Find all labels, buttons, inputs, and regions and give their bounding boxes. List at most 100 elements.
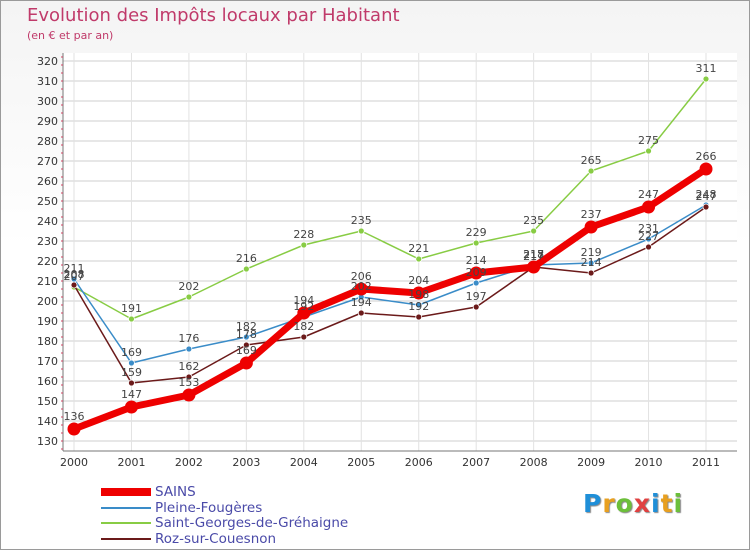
- y-tick-label: 220: [37, 255, 58, 268]
- data-label: 217: [523, 250, 544, 263]
- y-tick-label: 290: [37, 115, 58, 128]
- data-label: 192: [293, 300, 314, 313]
- legend-swatch: [101, 488, 151, 496]
- data-label: 192: [408, 300, 429, 313]
- data-point: [645, 243, 652, 251]
- data-point: [587, 167, 595, 175]
- data-label: 194: [293, 294, 314, 307]
- data-point: [124, 400, 138, 414]
- data-label: 214: [581, 256, 602, 269]
- chart-subtitle: (en € et par an): [27, 29, 114, 42]
- data-point: [415, 301, 423, 309]
- data-label: 221: [408, 242, 429, 255]
- plot-area: [63, 53, 737, 451]
- series-line: [73, 206, 707, 384]
- data-point: [415, 313, 423, 321]
- x-tick-label: 2001: [117, 456, 145, 469]
- series-line: [73, 78, 707, 320]
- data-label: 275: [638, 134, 659, 147]
- data-point: [530, 227, 538, 235]
- legend-swatch: [101, 537, 151, 540]
- x-tick-label: 2010: [635, 456, 663, 469]
- data-point: [415, 255, 423, 263]
- data-label: 231: [638, 222, 659, 235]
- y-tick-label: 200: [37, 295, 58, 308]
- data-point: [242, 341, 250, 349]
- data-label: 216: [236, 252, 257, 265]
- data-point: [242, 265, 250, 273]
- y-tick-label: 170: [37, 355, 58, 368]
- data-point: [645, 147, 652, 155]
- x-tick-label: 2002: [175, 456, 203, 469]
- data-label: 202: [178, 280, 199, 293]
- y-tick-label: 180: [37, 335, 58, 348]
- data-label: 182: [236, 320, 257, 333]
- y-tick-label: 320: [37, 55, 58, 68]
- data-label: 191: [121, 302, 142, 315]
- legend-label: Roz-sur-Couesnon: [155, 530, 277, 547]
- data-label: 237: [581, 208, 602, 221]
- y-tick-label: 160: [37, 375, 58, 388]
- y-tick-label: 240: [37, 215, 58, 228]
- x-tick-label: 2008: [520, 456, 548, 469]
- data-point: [185, 293, 193, 301]
- data-label: 169: [121, 346, 142, 359]
- y-tick-label: 260: [37, 175, 58, 188]
- data-label: 204: [408, 274, 429, 287]
- y-tick-label: 230: [37, 235, 58, 248]
- data-label: 247: [638, 188, 659, 201]
- data-point: [699, 162, 713, 176]
- data-label: 206: [351, 270, 372, 283]
- y-tick-label: 140: [37, 415, 58, 428]
- data-point: [472, 279, 480, 287]
- data-label: 211: [64, 262, 85, 275]
- legend-label: Pleine-Fougères: [155, 499, 263, 516]
- data-label: 202: [351, 280, 372, 293]
- data-point: [357, 227, 365, 235]
- x-tick-label: 2009: [577, 456, 605, 469]
- x-tick-label: 2011: [692, 456, 720, 469]
- data-label: 248: [696, 188, 717, 201]
- y-tick-label: 190: [37, 315, 58, 328]
- y-tick-label: 210: [37, 275, 58, 288]
- y-tick-label: 280: [37, 135, 58, 148]
- data-label: 176: [178, 332, 199, 345]
- data-label: 147: [121, 388, 142, 401]
- data-label: 227: [638, 230, 659, 243]
- data-label: 265: [581, 154, 602, 167]
- data-label: 214: [466, 254, 487, 267]
- data-label: 217: [523, 248, 544, 261]
- data-point: [185, 373, 193, 381]
- y-tick-label: 130: [37, 435, 58, 448]
- x-tick-label: 2007: [462, 456, 490, 469]
- y-tick-label: 250: [37, 195, 58, 208]
- series-line: [73, 204, 707, 364]
- data-point: [702, 203, 710, 211]
- data-point: [300, 241, 308, 249]
- data-label: 182: [293, 320, 314, 333]
- data-point: [472, 239, 480, 247]
- data-label: 218: [523, 248, 544, 261]
- data-label: 235: [351, 214, 372, 227]
- x-tick-label: 2003: [232, 456, 260, 469]
- legend-swatch: [101, 522, 151, 524]
- data-point: [645, 235, 652, 243]
- data-label: 194: [351, 296, 372, 309]
- data-label: 198: [408, 288, 429, 301]
- x-tick-label: 2000: [60, 456, 88, 469]
- y-tick-label: 270: [37, 155, 58, 168]
- data-label: 208: [64, 268, 85, 281]
- data-label: 169: [236, 344, 257, 357]
- data-point: [357, 309, 365, 317]
- data-point: [472, 303, 480, 311]
- data-point: [587, 269, 595, 277]
- data-label: 153: [178, 376, 199, 389]
- legend-swatch: [101, 506, 151, 509]
- proxiti-logo: Proxiti: [583, 489, 684, 518]
- data-point: [300, 333, 308, 341]
- data-point: [702, 75, 710, 83]
- data-point: [182, 388, 196, 402]
- data-point: [469, 266, 483, 280]
